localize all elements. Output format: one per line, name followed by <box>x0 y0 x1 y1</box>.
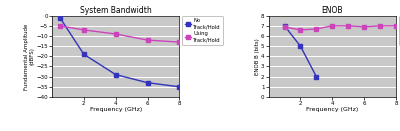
Legend: No
Track/Hold, Using
Track/Hold: No Track/Hold, Using Track/Hold <box>398 16 400 45</box>
Y-axis label: ENOB B (bits): ENOB B (bits) <box>254 38 260 75</box>
X-axis label: Frequency (GHz): Frequency (GHz) <box>90 108 142 113</box>
Y-axis label: Fundamental Amplitude
(dBFS): Fundamental Amplitude (dBFS) <box>24 23 35 89</box>
Legend: No
Track/Hold, Using
Track/Hold: No Track/Hold, Using Track/Hold <box>182 16 223 45</box>
Title: ENOB: ENOB <box>322 6 343 15</box>
Title: System Bandwidth: System Bandwidth <box>80 6 152 15</box>
X-axis label: Frequency (GHz): Frequency (GHz) <box>306 108 358 113</box>
